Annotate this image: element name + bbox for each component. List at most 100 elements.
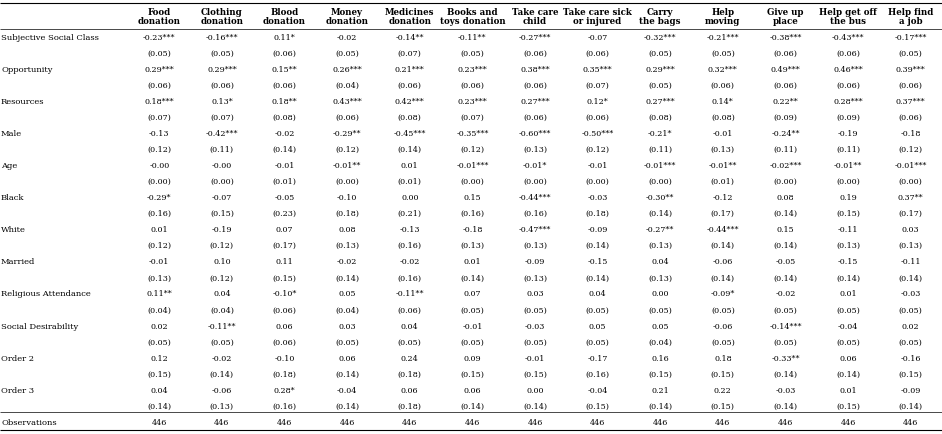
Text: or injured: or injured bbox=[574, 17, 622, 26]
Text: 0.07: 0.07 bbox=[276, 226, 293, 234]
Text: (0.14): (0.14) bbox=[335, 274, 359, 282]
Text: 0.04: 0.04 bbox=[589, 290, 607, 298]
Text: 0.08: 0.08 bbox=[338, 226, 356, 234]
Text: (0.14): (0.14) bbox=[711, 242, 735, 250]
Text: (0.06): (0.06) bbox=[147, 82, 171, 89]
Text: (0.04): (0.04) bbox=[210, 306, 234, 314]
Text: -0.09: -0.09 bbox=[525, 258, 545, 266]
Text: -0.32***: -0.32*** bbox=[644, 33, 676, 41]
Text: 0.18**: 0.18** bbox=[271, 98, 298, 105]
Text: -0.16***: -0.16*** bbox=[205, 33, 238, 41]
Text: 0.01: 0.01 bbox=[839, 386, 857, 394]
Text: (0.05): (0.05) bbox=[147, 49, 171, 57]
Text: 0.06: 0.06 bbox=[276, 322, 293, 330]
Text: Religious Attendance: Religious Attendance bbox=[1, 290, 90, 298]
Text: (0.05): (0.05) bbox=[773, 306, 797, 314]
Text: (0.04): (0.04) bbox=[335, 82, 359, 89]
Text: 0.00: 0.00 bbox=[652, 290, 669, 298]
Text: 0.06: 0.06 bbox=[463, 386, 481, 394]
Text: the bags: the bags bbox=[640, 17, 681, 26]
Text: -0.06: -0.06 bbox=[713, 258, 733, 266]
Text: (0.05): (0.05) bbox=[836, 338, 860, 346]
Text: (0.13): (0.13) bbox=[147, 274, 171, 282]
Text: (0.00): (0.00) bbox=[335, 178, 359, 186]
Text: (0.12): (0.12) bbox=[586, 146, 609, 154]
Text: (0.17): (0.17) bbox=[899, 210, 923, 218]
Text: -0.01**: -0.01** bbox=[708, 161, 737, 170]
Text: 0.04: 0.04 bbox=[401, 322, 418, 330]
Text: Blood: Blood bbox=[270, 9, 299, 17]
Text: 0.13*: 0.13* bbox=[211, 98, 233, 105]
Text: (0.15): (0.15) bbox=[586, 402, 609, 410]
Text: moving: moving bbox=[706, 17, 740, 26]
Text: 0.03: 0.03 bbox=[901, 226, 919, 234]
Text: 0.22: 0.22 bbox=[714, 386, 732, 394]
Text: 0.37***: 0.37*** bbox=[896, 98, 925, 105]
Text: 0.01: 0.01 bbox=[839, 290, 857, 298]
Text: (0.06): (0.06) bbox=[398, 82, 422, 89]
Text: (0.17): (0.17) bbox=[272, 242, 297, 250]
Text: 446: 446 bbox=[903, 418, 918, 426]
Text: Give up: Give up bbox=[767, 9, 804, 17]
Text: (0.16): (0.16) bbox=[586, 370, 609, 378]
Text: 0.38***: 0.38*** bbox=[520, 66, 550, 73]
Text: Order 3: Order 3 bbox=[1, 386, 34, 394]
Text: -0.01: -0.01 bbox=[588, 161, 608, 170]
Text: (0.16): (0.16) bbox=[398, 242, 422, 250]
Text: (0.05): (0.05) bbox=[461, 306, 484, 314]
Text: (0.06): (0.06) bbox=[523, 114, 547, 122]
Text: Subjective Social Class: Subjective Social Class bbox=[1, 33, 99, 41]
Text: (0.14): (0.14) bbox=[711, 274, 735, 282]
Text: 0.16: 0.16 bbox=[651, 354, 669, 362]
Text: (0.18): (0.18) bbox=[398, 370, 422, 378]
Text: 0.32***: 0.32*** bbox=[708, 66, 738, 73]
Text: -0.09*: -0.09* bbox=[710, 290, 735, 298]
Text: 0.10: 0.10 bbox=[213, 258, 231, 266]
Text: 0.08: 0.08 bbox=[777, 194, 794, 202]
Text: -0.15: -0.15 bbox=[837, 258, 858, 266]
Text: Carry: Carry bbox=[647, 9, 674, 17]
Text: -0.35***: -0.35*** bbox=[456, 130, 489, 138]
Text: (0.13): (0.13) bbox=[899, 242, 923, 250]
Text: -0.10: -0.10 bbox=[337, 194, 357, 202]
Text: (0.05): (0.05) bbox=[711, 49, 735, 57]
Text: 0.05: 0.05 bbox=[652, 322, 669, 330]
Text: (0.05): (0.05) bbox=[773, 338, 797, 346]
Text: (0.06): (0.06) bbox=[836, 82, 860, 89]
Text: (0.13): (0.13) bbox=[523, 274, 547, 282]
Text: (0.15): (0.15) bbox=[836, 210, 860, 218]
Text: 0.11: 0.11 bbox=[276, 258, 293, 266]
Text: 0.26***: 0.26*** bbox=[333, 66, 362, 73]
Text: (0.17): (0.17) bbox=[711, 210, 735, 218]
Text: (0.16): (0.16) bbox=[272, 402, 297, 410]
Text: (0.14): (0.14) bbox=[773, 402, 798, 410]
Text: 0.15: 0.15 bbox=[463, 194, 481, 202]
Text: (0.16): (0.16) bbox=[523, 210, 547, 218]
Text: (0.07): (0.07) bbox=[398, 49, 422, 57]
Text: -0.27**: -0.27** bbox=[646, 226, 674, 234]
Text: -0.04: -0.04 bbox=[837, 322, 858, 330]
Text: -0.02***: -0.02*** bbox=[770, 161, 802, 170]
Text: (0.06): (0.06) bbox=[586, 49, 609, 57]
Text: (0.16): (0.16) bbox=[398, 274, 422, 282]
Text: (0.13): (0.13) bbox=[461, 242, 484, 250]
Text: (0.05): (0.05) bbox=[523, 338, 547, 346]
Text: (0.05): (0.05) bbox=[836, 306, 860, 314]
Text: 0.06: 0.06 bbox=[401, 386, 418, 394]
Text: -0.33**: -0.33** bbox=[771, 354, 800, 362]
Text: 446: 446 bbox=[402, 418, 417, 426]
Text: 0.15**: 0.15** bbox=[271, 66, 298, 73]
Text: -0.47***: -0.47*** bbox=[519, 226, 551, 234]
Text: 0.04: 0.04 bbox=[213, 290, 231, 298]
Text: (0.14): (0.14) bbox=[836, 274, 860, 282]
Text: (0.00): (0.00) bbox=[648, 178, 673, 186]
Text: (0.14): (0.14) bbox=[461, 402, 484, 410]
Text: (0.05): (0.05) bbox=[648, 49, 673, 57]
Text: donation: donation bbox=[138, 17, 181, 26]
Text: -0.01**: -0.01** bbox=[834, 161, 862, 170]
Text: (0.01): (0.01) bbox=[272, 178, 297, 186]
Text: (0.14): (0.14) bbox=[773, 274, 798, 282]
Text: 0.29***: 0.29*** bbox=[207, 66, 236, 73]
Text: (0.08): (0.08) bbox=[711, 114, 735, 122]
Text: (0.00): (0.00) bbox=[147, 178, 171, 186]
